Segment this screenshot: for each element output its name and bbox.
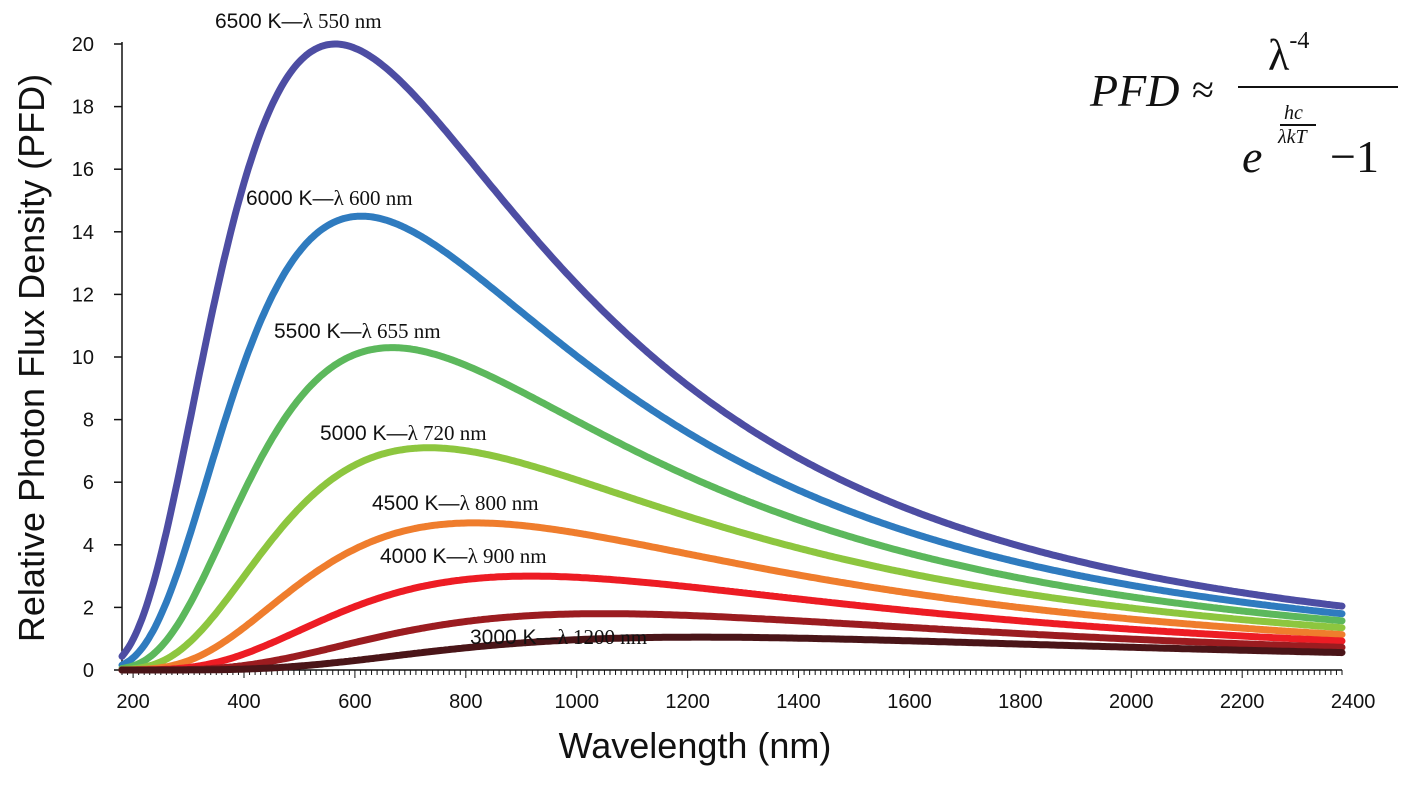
series-line-0 [118,40,1346,660]
formula-exponent: -4 [1289,28,1310,54]
x-tick-label: 400 [227,691,260,713]
y-tick-label: 2 [83,597,94,619]
x-tick-label: 2400 [1331,691,1376,713]
series-line-2 [118,344,1346,672]
curve-label-peak: λ 800 nm [460,491,539,515]
y-tick-label: 0 [83,660,94,682]
x-tick-label: 1200 [665,691,710,713]
formula-lhs: PFD [1090,65,1180,116]
x-tick-label: 200 [116,691,149,713]
curve-label-peak: λ 720 nm [408,421,487,445]
formula-exp-bar [1280,124,1316,126]
y-tick-label: 8 [83,410,94,432]
formula-exp-bottom: λkT [1278,126,1307,148]
pfd-formula: PFD ≈ λ-4 e hc λkT −1 [1080,20,1400,200]
formula-fraction-bar [1238,86,1398,88]
x-tick-label: 600 [338,691,371,713]
curve-label-temp: 3000 K— [470,626,558,649]
y-tick-label: 14 [72,222,94,244]
y-axis-title: Relative Photon Flux Density (PFD) [11,74,52,642]
formula-minus-one: −1 [1330,131,1379,182]
series-line-1 [118,212,1346,669]
y-tick-label: 18 [72,97,94,119]
curve-label-4: 4500 K—λ 800 nm [372,491,539,515]
curve-label-peak: λ 655 nm [362,319,441,343]
curve-label-3: 5000 K—λ 720 nm [320,421,487,445]
curve-label-temp: 6500 K— [215,10,303,33]
formula-numerator: λ-4 [1268,28,1309,81]
curve-label-0: 6500 K—λ 550 nm [215,9,382,33]
curve-label-peak: λ 550 nm [303,9,382,33]
curve-label-5: 4000 K—λ 900 nm [380,544,547,568]
y-axis-title-group: Relative Photon Flux Density (PFD) [11,74,52,642]
series-line-7 [118,633,1346,674]
axes: 0 2 4 6 8 10 12 14 16 18 20 200 400 600 800 1000 1200 140… [72,34,1376,713]
y-tick-label: 6 [83,472,94,494]
y-tick-label: 10 [72,347,94,369]
x-tick-label: 1400 [776,691,821,713]
y-tick-label: 20 [72,34,94,56]
x-tick-label: 800 [449,691,482,713]
curve-label-temp: 5500 K— [274,320,362,343]
curve-label-peak: λ 1200 nm [558,625,648,649]
x-tick-label: 1600 [887,691,932,713]
y-tick-label: 16 [72,159,94,181]
formula-exp-top: hc [1284,102,1303,124]
x-tick-label: 2000 [1109,691,1154,713]
curve-label-temp: 4500 K— [372,492,460,515]
curve-label-1: 6000 K—λ 600 nm [246,186,413,210]
x-tick-label: 1800 [998,691,1043,713]
curve-label-peak: λ 900 nm [468,544,547,568]
curve-label-temp: 5000 K— [320,422,408,445]
x-tick-label: 1000 [554,691,599,713]
series-line-4 [118,519,1346,674]
y-tick-label: 12 [72,284,94,306]
formula-e: e [1242,131,1263,182]
formula-approx: ≈ [1192,67,1214,112]
series-line-5 [118,572,1346,674]
curve-label-peak: λ 600 nm [334,186,413,210]
formula-lambda: λ [1268,31,1290,80]
x-axis-title: Wavelength (nm) [559,725,832,766]
series-line-6 [118,610,1346,674]
series-lines [118,40,1346,674]
curve-label-2: 5500 K—λ 655 nm [274,319,441,343]
x-tick-label: 2200 [1220,691,1265,713]
y-tick-label: 4 [83,535,94,557]
curve-label-temp: 6000 K— [246,187,334,210]
curve-label-7: 3000 K—λ 1200 nm [470,625,647,649]
series-line-3 [118,444,1346,674]
curve-label-temp: 4000 K— [380,545,468,568]
